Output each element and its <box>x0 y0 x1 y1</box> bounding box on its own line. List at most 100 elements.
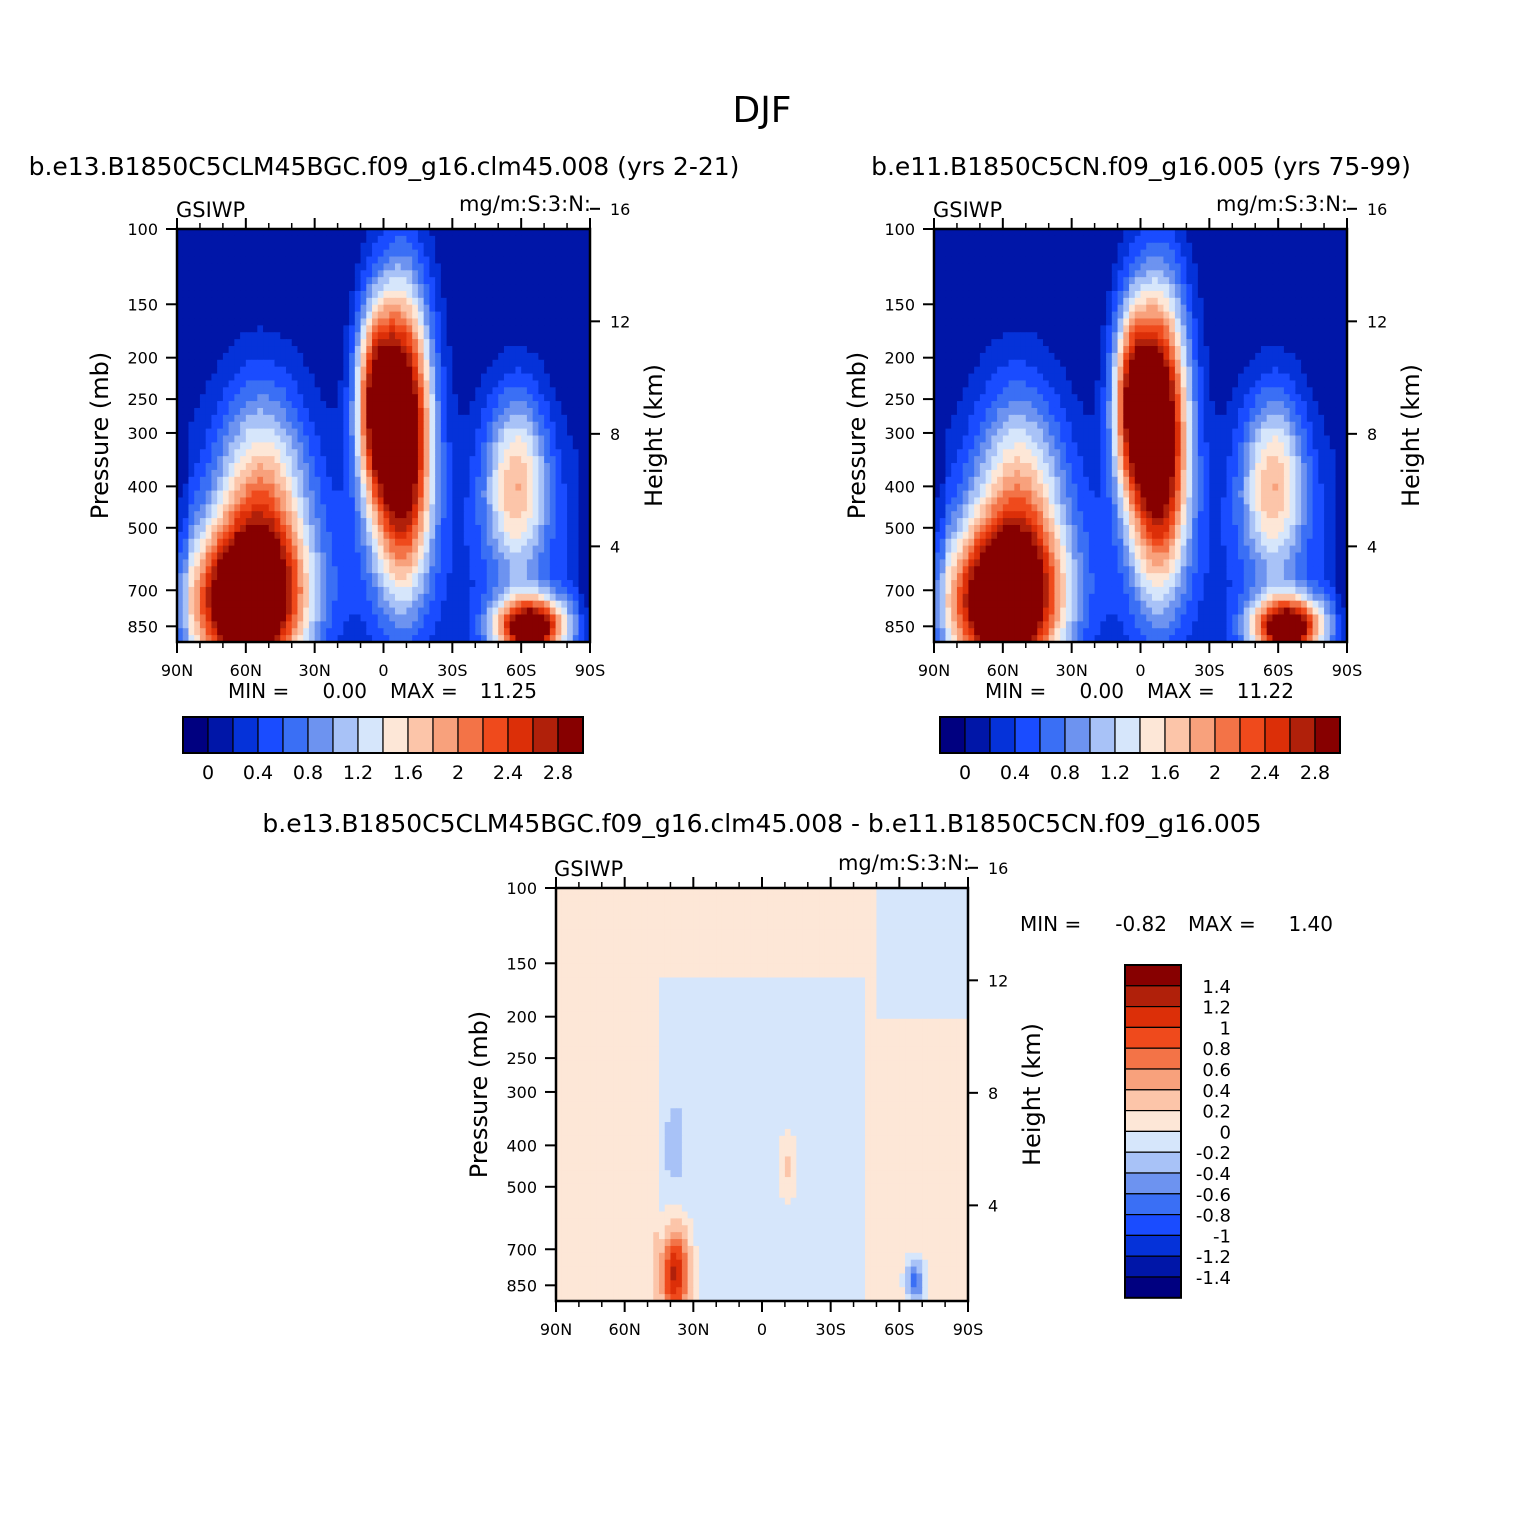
field-cell <box>492 394 499 402</box>
field-cell <box>567 566 574 574</box>
field-cell <box>446 593 453 602</box>
field-cell <box>417 504 425 512</box>
field-cell <box>240 545 247 554</box>
field-cell <box>532 621 539 629</box>
field-cell <box>222 297 230 306</box>
field-cell <box>194 621 201 629</box>
field-cell <box>400 401 408 409</box>
field-cell <box>234 456 241 464</box>
field-cell <box>394 242 402 251</box>
field-cell <box>320 297 327 306</box>
field-cell <box>423 284 430 292</box>
field-cell <box>389 538 396 547</box>
field-cell <box>452 332 459 340</box>
field-cell <box>417 421 425 430</box>
field-cell <box>372 580 379 588</box>
field-cell <box>263 456 270 464</box>
field-cell <box>406 504 413 512</box>
field-cell <box>331 635 339 643</box>
field-cell <box>245 442 253 450</box>
panel-1-units-label: mg/m:S:3:N: <box>459 192 591 216</box>
field-cell <box>561 421 568 430</box>
field-cell <box>406 497 413 505</box>
field-cell <box>372 297 379 306</box>
field-cell <box>1060 263 1067 271</box>
field-cell <box>194 635 201 643</box>
field-cell <box>538 380 545 388</box>
field-cell <box>423 580 430 588</box>
field-cell <box>934 270 941 278</box>
field-cell <box>1117 242 1124 251</box>
field-cell <box>188 263 195 271</box>
field-cell <box>182 263 190 271</box>
field-cell <box>228 600 235 609</box>
field-cell <box>343 242 350 251</box>
field-cell <box>440 366 448 375</box>
field-cell <box>492 614 499 622</box>
field-cell <box>549 538 557 547</box>
field-cell <box>555 380 562 388</box>
field-cell <box>567 428 574 437</box>
field-cell <box>240 566 247 574</box>
field-cell <box>532 352 539 361</box>
field-cell <box>205 235 213 244</box>
field-cell <box>383 290 390 299</box>
field-cell <box>188 407 195 416</box>
field-cell <box>578 332 585 340</box>
field-cell <box>417 235 425 244</box>
field-cell <box>268 442 276 450</box>
field-cell <box>199 580 207 588</box>
field-cell <box>217 580 224 588</box>
field-cell <box>452 524 459 533</box>
field-cell <box>188 373 195 382</box>
field-cell <box>400 531 408 540</box>
field-cell <box>406 490 413 499</box>
field-cell <box>291 297 299 306</box>
field-cell <box>366 359 373 368</box>
field-cell <box>1341 229 1348 237</box>
field-cell <box>245 511 253 519</box>
field-cell <box>228 304 235 313</box>
field-cell <box>1295 256 1302 265</box>
field-cell <box>360 600 367 609</box>
field-cell <box>486 428 494 437</box>
field-cell <box>211 483 218 492</box>
field-cell <box>412 277 419 285</box>
field-cell <box>349 614 356 622</box>
field-cell <box>320 545 327 554</box>
field-cell <box>544 359 551 368</box>
field-cell <box>377 339 385 347</box>
colorbar-swatch <box>382 716 409 754</box>
field-cell <box>435 242 442 251</box>
field-cell <box>492 414 499 423</box>
field-cell <box>228 428 235 437</box>
field-cell <box>1283 242 1291 251</box>
field-cell <box>503 476 511 485</box>
field-cell <box>503 607 511 616</box>
field-cell <box>503 545 511 554</box>
field-cell <box>469 545 476 554</box>
field-cell <box>349 483 356 492</box>
field-cell <box>509 421 517 430</box>
field-cell <box>314 504 322 512</box>
field-cell <box>291 366 299 375</box>
field-cell <box>1151 277 1159 285</box>
field-cell <box>383 284 390 292</box>
field-cell <box>446 442 453 450</box>
field-cell <box>498 545 505 554</box>
field-cell <box>567 628 574 636</box>
field-cell <box>515 586 522 595</box>
field-cell <box>222 490 230 499</box>
field-cell <box>377 449 385 457</box>
field-cell <box>515 518 522 526</box>
field-cell <box>314 593 322 602</box>
field-cell <box>584 628 591 636</box>
field-cell <box>320 242 327 251</box>
field-cell <box>280 586 287 595</box>
field-cell <box>354 290 362 299</box>
field-cell <box>509 607 517 616</box>
field-cell <box>1134 263 1142 271</box>
field-cell <box>245 545 253 554</box>
field-cell <box>360 476 367 485</box>
field-cell <box>182 511 190 519</box>
